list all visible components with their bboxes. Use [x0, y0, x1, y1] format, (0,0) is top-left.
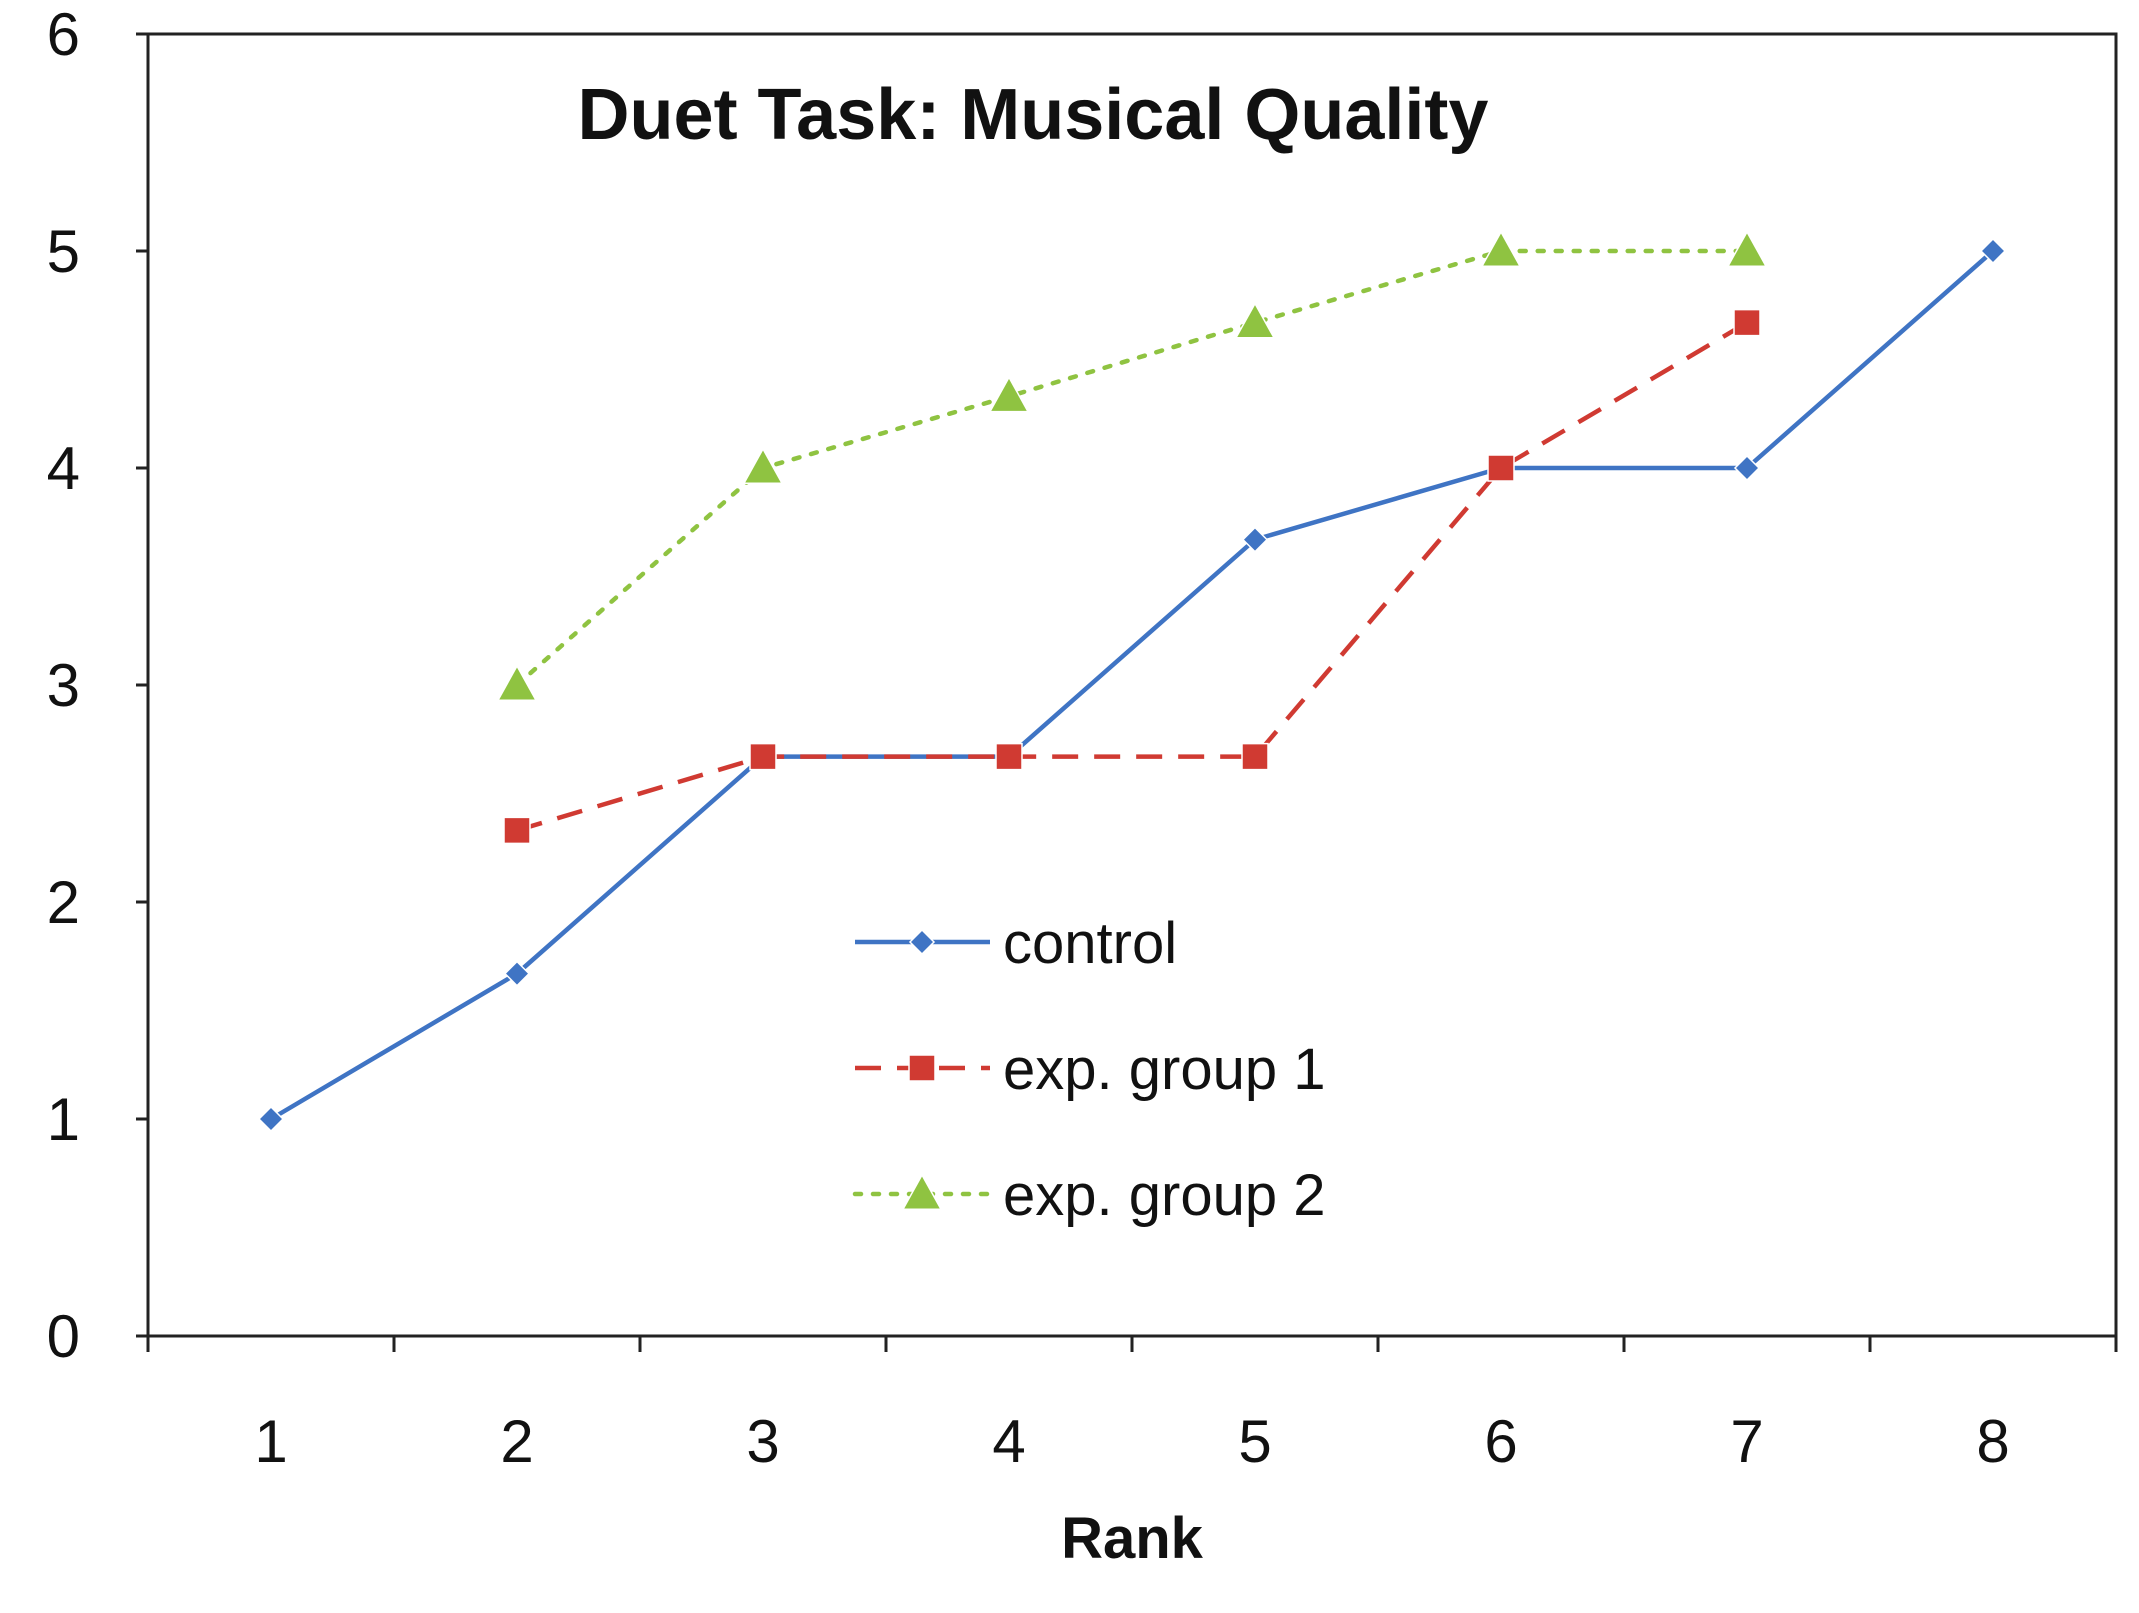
x-tick-label: 1	[254, 1408, 287, 1475]
data-point-exp-group-2	[1480, 230, 1522, 267]
data-point-exp-group-1	[1487, 454, 1515, 482]
chart-title: Duet Task: Musical Quality	[578, 75, 1489, 155]
series-exp-group-1	[503, 308, 1761, 845]
y-tick-label: 0	[47, 1303, 80, 1370]
legend-swatch-marker	[908, 1054, 936, 1082]
data-point-control	[1241, 526, 1269, 553]
x-tick-label: 7	[1730, 1408, 1763, 1475]
x-tick-label: 8	[1976, 1408, 2009, 1475]
legend-item-exp-group-1: exp. group 1	[855, 1037, 1325, 1102]
x-tick-label: 4	[992, 1408, 1025, 1475]
data-point-control	[257, 1105, 285, 1133]
data-point-exp-group-1	[1241, 742, 1269, 771]
legend-swatch-marker	[908, 928, 936, 956]
x-tick-label: 6	[1484, 1408, 1517, 1475]
y-tick-label: 2	[47, 869, 80, 936]
legend-item-control: control	[855, 911, 1177, 976]
data-point-exp-group-1	[995, 742, 1023, 771]
y-tick-label: 6	[47, 1, 80, 68]
series-exp-group-2	[496, 230, 1768, 701]
legend: control exp. group 1 exp. group 2	[852, 911, 1325, 1228]
series-line-exp-group-1	[516, 320, 1749, 833]
data-point-exp-group-2	[496, 664, 538, 701]
y-tick-label: 4	[47, 435, 80, 502]
x-tick-label: 3	[746, 1408, 779, 1475]
data-point-exp-group-1	[749, 742, 777, 771]
data-point-control	[1979, 237, 2007, 265]
data-point-control	[1733, 454, 1761, 482]
legend-label: exp. group 1	[1003, 1037, 1325, 1102]
data-point-exp-group-2	[988, 375, 1030, 413]
legend-swatch-marker	[901, 1173, 943, 1210]
legend-item-exp-group-2: exp. group 2	[852, 1163, 1325, 1228]
legend-label: exp. group 2	[1003, 1163, 1325, 1228]
y-tick-label: 5	[47, 218, 80, 285]
x-tick-label: 5	[1238, 1408, 1271, 1475]
y-tick-label: 1	[47, 1086, 80, 1153]
x-axis-title: Rank	[1061, 1506, 1204, 1571]
series-line-control	[269, 249, 1995, 1121]
y-tick-label: 3	[47, 652, 80, 719]
series-layer	[257, 230, 2007, 1133]
x-tick-label: 2	[500, 1408, 533, 1475]
data-point-exp-group-1	[503, 816, 531, 845]
series-line-exp-group-2	[514, 248, 1750, 688]
data-point-exp-group-1	[1733, 308, 1761, 337]
plot-area	[146, 32, 2118, 1338]
data-point-exp-group-2	[1726, 230, 1768, 267]
data-point-exp-group-2	[742, 447, 784, 484]
data-point-exp-group-2	[1234, 302, 1276, 339]
legend-label: control	[1003, 911, 1177, 976]
data-point-control	[503, 960, 531, 987]
axes: 0 1 2 3 4 5 6 1 2 3 4 5 6 7 8	[47, 1, 2118, 1475]
